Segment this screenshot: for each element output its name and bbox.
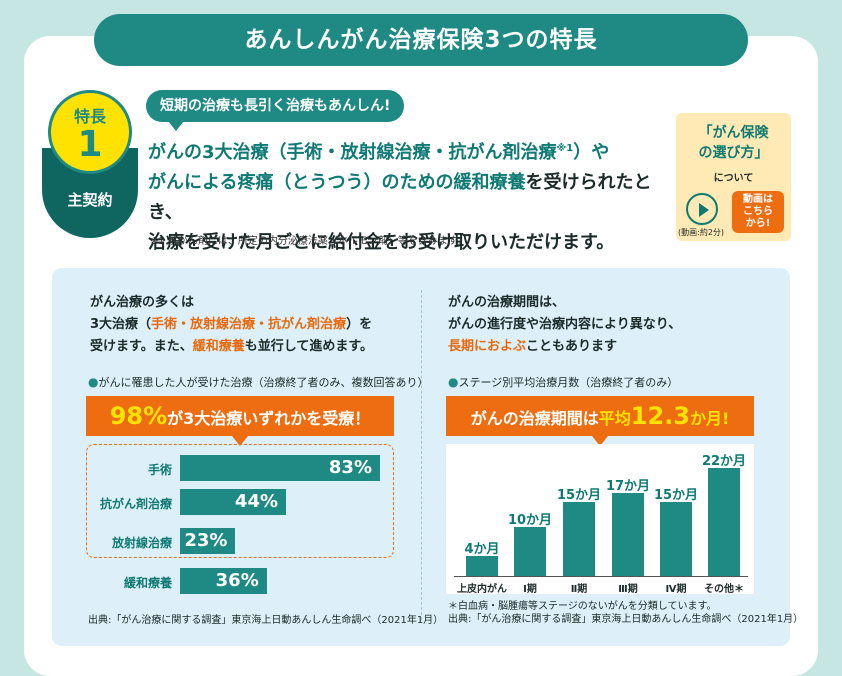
bar-3: 36%	[180, 568, 267, 594]
left-intro-line2-hl: 手術・放射線治療・抗がん剤治療	[151, 317, 347, 332]
left-banner-number: 98%	[109, 402, 168, 430]
video-duration: (動画:約2分)	[678, 228, 725, 237]
watch-video-line2: こちら	[743, 206, 773, 217]
column-2	[563, 502, 595, 576]
feature-bubble: 短期の治療も長引く治療もあんしん!	[146, 90, 405, 131]
treatment-chart-box	[86, 444, 394, 558]
column-category-3: Ⅲ期	[618, 584, 638, 595]
right-intro-line3-hl: 長期におよぶ	[448, 339, 527, 354]
watch-video-line1: 動画は	[743, 194, 773, 205]
feature-line2-b: を受けられたとき、	[148, 172, 652, 223]
badge-circle: 特長 1	[48, 90, 132, 174]
column-value-0: 4か月	[464, 542, 500, 558]
right-intro-line3-b: こともあります	[526, 339, 618, 354]
feature-line2-hl: がんによる疼痛（とうつう）のための緩和療養	[148, 172, 526, 193]
bullet-icon: ●	[88, 375, 99, 389]
column-3	[612, 492, 644, 576]
howto-card[interactable]: 「がん保険 の選び方」 について (動画:約2分) 動画は こちら から!	[676, 113, 791, 241]
howto-title-line2: の選び方」	[698, 145, 769, 161]
left-banner-text: が3大治療いずれかを受療！	[167, 409, 371, 428]
column-value-2: 15か月	[556, 488, 602, 504]
badge-number: 1	[77, 124, 103, 165]
right-intro: がんの治療期間は、 がんの進行度や治療内容により異なり、 長期におよぶこともあり…	[448, 292, 681, 358]
right-intro-line1: がんの治療期間は、	[448, 295, 566, 310]
right-caption-text: ステージ別平均治療月数（治療終了者のみ）	[458, 376, 679, 389]
bar-label-0: 手術	[147, 463, 172, 477]
left-intro-line2-a: 3大治療（	[90, 317, 152, 332]
chart-baseline	[454, 576, 748, 577]
left-intro-line2-c: ）を	[346, 317, 373, 332]
column-4	[660, 502, 692, 576]
left-intro-line1: がん治療の多くは	[90, 295, 195, 310]
column-category-0: 上皮内がん	[457, 584, 507, 595]
feature-badge: 主契約 特長 1	[42, 90, 138, 238]
column-value-5: 22か月	[701, 454, 747, 469]
column-value-3: 17か月	[605, 478, 651, 494]
column-category-1: Ⅰ期	[523, 584, 537, 595]
column-category-2: Ⅱ期	[570, 584, 588, 595]
left-source: 出典:「がん治療に関する調査」東京海上日動あんしん生命調べ（2021年1月）	[88, 615, 444, 626]
column-value-1: 10か月	[507, 512, 553, 528]
right-intro-line2: がんの進行度や治療内容により異なり、	[448, 317, 682, 332]
bar-label-2: 放射線治療	[111, 536, 172, 550]
bar-2: 23%	[180, 528, 236, 554]
left-intro: がん治療の多くは 3大治療（手術・放射線治療・抗がん剤治療）を 受けます。また、…	[90, 292, 373, 358]
right-note: ＊白血病・脳腫瘍等ステージのないがんを分類しています。	[448, 601, 717, 612]
feature-line3: 治療を受けた月ごとに給付金をお受け取りいただけます。	[148, 232, 615, 253]
left-banner: 98%が3大治療いずれかを受療！	[86, 396, 394, 446]
right-banner: がんの治療期間は平均12.3か月!	[446, 396, 754, 446]
watch-video-line3: から!	[745, 218, 771, 229]
feature-footnote: ※1 抗がん剤には、所定の内分泌療法薬（ホルモン剤）等を含みます。	[150, 236, 467, 247]
right-banner-text-a: がんの治療期間は	[470, 409, 599, 428]
watch-video-button[interactable]: 動画は こちら から!	[732, 191, 784, 233]
bar-value-3: 36%	[215, 570, 259, 591]
column-value-4: 15か月	[653, 488, 699, 504]
feature-line1-sup: ※1	[556, 143, 574, 154]
play-video-icon[interactable]	[686, 193, 718, 225]
right-banner-number: 12.3	[630, 402, 690, 430]
feature-description: がんの3大治療（手術・放射線治療・抗がん剤治療※1）や がんによる疼痛（とうつう…	[148, 134, 668, 258]
right-source: 出典:「がん治療に関する調査」東京海上日動あんしん生命調べ（2021年1月）	[448, 614, 804, 625]
right-caption: ●ステージ別平均治療月数（治療終了者のみ）	[448, 374, 678, 390]
bar-1: 44%	[180, 489, 287, 515]
bar-value-1: 44%	[234, 491, 279, 512]
bar-label-1: 抗がん剤治療	[99, 497, 172, 511]
feature-line1-b: ）や	[573, 142, 610, 163]
column-category-4: Ⅳ期	[665, 584, 687, 595]
left-intro-line3-hl: 緩和療養	[192, 339, 245, 354]
howto-title-line1: 「がん保険	[698, 125, 769, 141]
column-5	[708, 468, 740, 576]
left-caption: ●がんに罹患した人が受けた治療（治療終了者のみ、複数回答あり）	[88, 374, 428, 390]
bar-0: 83%	[180, 455, 380, 481]
howto-about: について	[713, 173, 754, 184]
howto-title: 「がん保険 の選び方」	[676, 123, 791, 163]
badge-label: 特長	[73, 107, 106, 126]
right-banner-text-b: 平均	[598, 409, 631, 428]
page-title: あんしんがん治療保険3つの特長	[94, 14, 748, 66]
bar-value-0: 83%	[328, 457, 372, 478]
panel-divider	[421, 290, 422, 620]
left-intro-line3-c: も並行して進めます。	[244, 339, 374, 354]
feature-line1-a: がんの3大治療（手術・放射線治療・抗がん剤治療	[148, 142, 557, 163]
column-0	[466, 556, 498, 576]
left-intro-line3-a: 受けます。また、	[90, 339, 193, 354]
column-category-5: その他＊	[704, 584, 744, 595]
left-caption-text: がんに罹患した人が受けた治療（治療終了者のみ、複数回答あり）	[98, 376, 429, 389]
bar-label-3: 緩和療養	[123, 576, 172, 590]
bar-value-2: 23%	[184, 530, 228, 551]
bullet-icon: ●	[448, 375, 459, 389]
right-banner-text-c: か月!	[689, 409, 730, 428]
column-1	[514, 526, 546, 576]
